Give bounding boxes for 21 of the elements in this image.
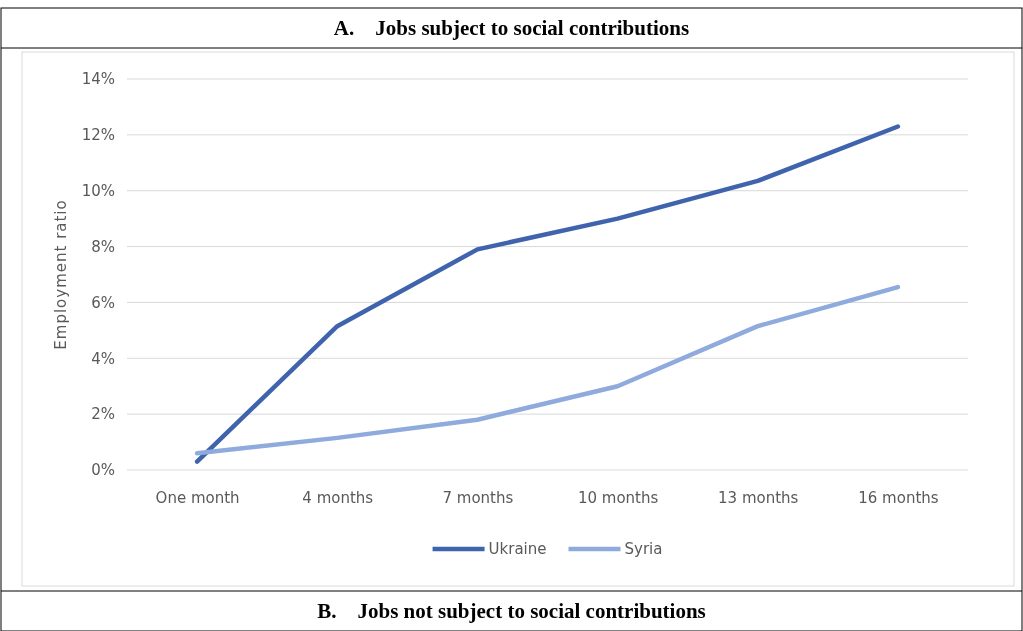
x-tick-label: 10 months: [577, 488, 659, 507]
text: B. Jobs not subject to social contributions: [317, 599, 706, 623]
line-series: [194, 124, 901, 464]
y-tick-label: 10%: [81, 182, 115, 201]
y-tick-label: 0%: [91, 461, 115, 480]
x-tick-label: 4 months: [302, 488, 374, 507]
y-tick-label: 4%: [91, 349, 115, 368]
legend-label: Syria: [624, 540, 663, 558]
y-tick-label: 2%: [91, 405, 115, 424]
y-tick-label: 12%: [81, 126, 115, 145]
x-tick-label: 7 months: [442, 488, 514, 507]
legend-label: Ukraine: [488, 540, 547, 558]
x-tick-label: 16 months: [858, 488, 939, 507]
x-tick-label: 13 months: [718, 488, 799, 507]
y-tick-label: 8%: [91, 237, 115, 256]
y-tick-label: 6%: [91, 293, 115, 312]
y-tick-label: 14%: [81, 70, 115, 89]
chart-title: A. Jobs subject to social contributions: [333, 16, 690, 40]
x-tick-label: One month: [155, 488, 240, 507]
y-axis-title: Employment ratio: [52, 199, 70, 350]
line-series: [194, 284, 901, 456]
